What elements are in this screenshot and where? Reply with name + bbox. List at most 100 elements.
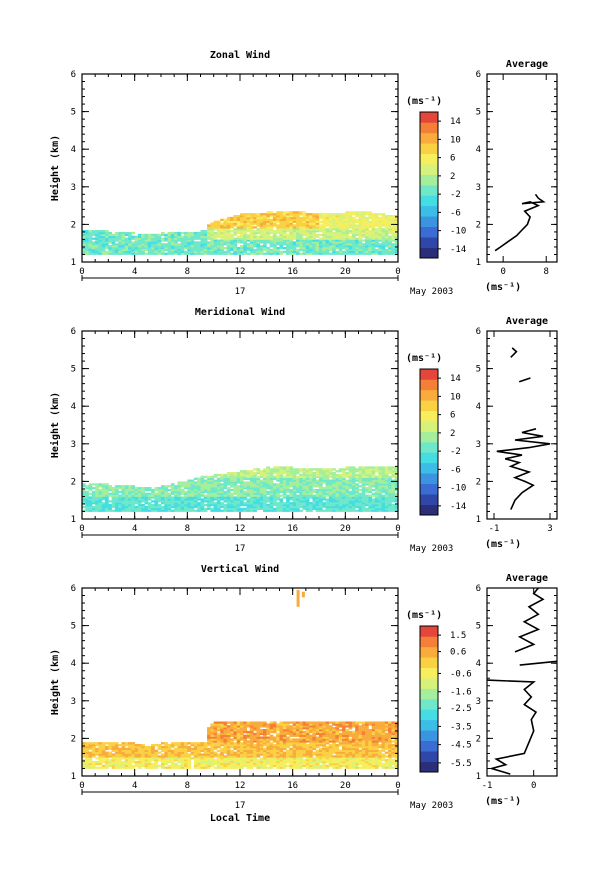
heatmap-cell: [151, 488, 155, 492]
heatmap-cell: [91, 248, 96, 252]
heatmap-cell: [282, 215, 287, 218]
heatmap-cell: [286, 218, 290, 222]
heatmap-cell: [236, 764, 241, 767]
heatmap-cell: [187, 488, 192, 492]
profile-x-tick-label: 0: [500, 267, 505, 277]
heatmap-cell: [197, 747, 201, 751]
profile-title: Average: [506, 59, 548, 70]
heatmap-cell: [391, 216, 396, 220]
heatmap-cell: [325, 246, 330, 250]
heatmap-cell: [144, 487, 149, 490]
heatmap-cell: [315, 507, 320, 510]
heatmap-cell: [358, 492, 363, 495]
heatmap-cell: [305, 507, 310, 510]
heatmap-cell: [355, 475, 359, 479]
heatmap-cell: [197, 235, 201, 238]
heatmap-cell: [371, 498, 376, 501]
heatmap-cell: [131, 747, 136, 751]
heatmap-cell: [177, 766, 182, 769]
heatmap-cell: [253, 757, 257, 760]
heatmap-cell: [233, 218, 238, 222]
heatmap-cell: [157, 507, 162, 510]
heatmap-cell: [249, 734, 254, 737]
heatmap-cell: [174, 490, 178, 494]
heatmap-cell: [193, 745, 198, 749]
heatmap-cell: [378, 239, 382, 242]
heatmap-cell: [266, 222, 271, 225]
heatmap-cell: [243, 744, 247, 747]
heatmap-cell: [279, 243, 284, 246]
heatmap-cell: [368, 215, 373, 218]
heatmap-cell: [309, 496, 313, 499]
heatmap-cell: [210, 755, 215, 758]
heatmap-cell: [263, 241, 267, 244]
heatmap-cell: [108, 235, 113, 238]
heatmap-cell: [302, 498, 307, 501]
profile-y-tick-label: 1: [476, 515, 481, 525]
heatmap-cell: [299, 505, 303, 509]
heatmap-cell: [286, 235, 290, 238]
heatmap-cell: [266, 755, 271, 758]
heatmap-cell: [345, 507, 350, 510]
heatmap-cell: [299, 248, 303, 252]
heatmap-cell: [289, 235, 294, 238]
heatmap-cell: [174, 762, 178, 766]
heatmap-cell: [187, 246, 192, 250]
heatmap-cell: [312, 475, 317, 479]
heatmap-cell: [365, 487, 369, 490]
heatmap-cell: [233, 250, 238, 253]
heatmap-cell: [305, 231, 310, 235]
heatmap-cell: [289, 228, 294, 231]
heatmap-cell: [88, 760, 93, 764]
heatmap-cell: [305, 494, 310, 497]
heatmap-cell: [226, 507, 231, 510]
heatmap-cell: [111, 246, 116, 250]
heatmap-cell: [266, 228, 271, 231]
heatmap-cell: [246, 237, 251, 240]
heatmap-cell: [98, 742, 103, 745]
heatmap-cell: [371, 509, 376, 512]
heatmap-cell: [253, 487, 257, 490]
heatmap-cell: [263, 479, 267, 482]
heatmap-cell: [111, 505, 116, 509]
heatmap-cell: [223, 231, 228, 235]
heatmap-cell: [358, 246, 363, 250]
heatmap-cell: [95, 498, 99, 501]
heatmap-cell: [309, 245, 313, 248]
heatmap-cell: [216, 235, 221, 238]
heatmap-cell: [249, 472, 254, 475]
heatmap-cell: [272, 213, 277, 216]
profile-line: [518, 377, 531, 383]
heatmap-cell: [272, 736, 277, 739]
heatmap-cell: [276, 496, 280, 499]
heatmap-cell: [371, 215, 376, 218]
heatmap-cell: [82, 485, 86, 488]
heatmap-cell: [197, 241, 201, 244]
heatmap-cell: [253, 494, 257, 497]
heatmap-cell: [381, 468, 386, 471]
heatmap-cell: [279, 252, 284, 255]
heatmap-cell: [266, 757, 271, 760]
heatmap-cell: [180, 757, 185, 760]
heatmap-cell: [368, 216, 373, 220]
heatmap-cell: [368, 488, 373, 492]
heatmap-cell: [384, 466, 389, 469]
heatmap-cell: [233, 228, 238, 231]
heatmap-cell: [226, 224, 231, 227]
heatmap-cell: [200, 231, 205, 235]
heatmap-cell: [121, 492, 126, 495]
heatmap-cell: [151, 235, 155, 238]
heatmap-cell: [161, 500, 165, 503]
heatmap-cell: [368, 237, 373, 240]
heatmap-cell: [302, 477, 307, 480]
heatmap-cell: [170, 760, 175, 764]
heatmap-cell: [355, 496, 359, 499]
heatmap-cell: [157, 248, 162, 252]
heatmap-cell: [361, 498, 366, 501]
heatmap-cell: [269, 235, 274, 238]
heatmap-cell: [351, 507, 356, 510]
heatmap-cell: [233, 745, 238, 749]
heatmap-cell: [305, 215, 310, 218]
